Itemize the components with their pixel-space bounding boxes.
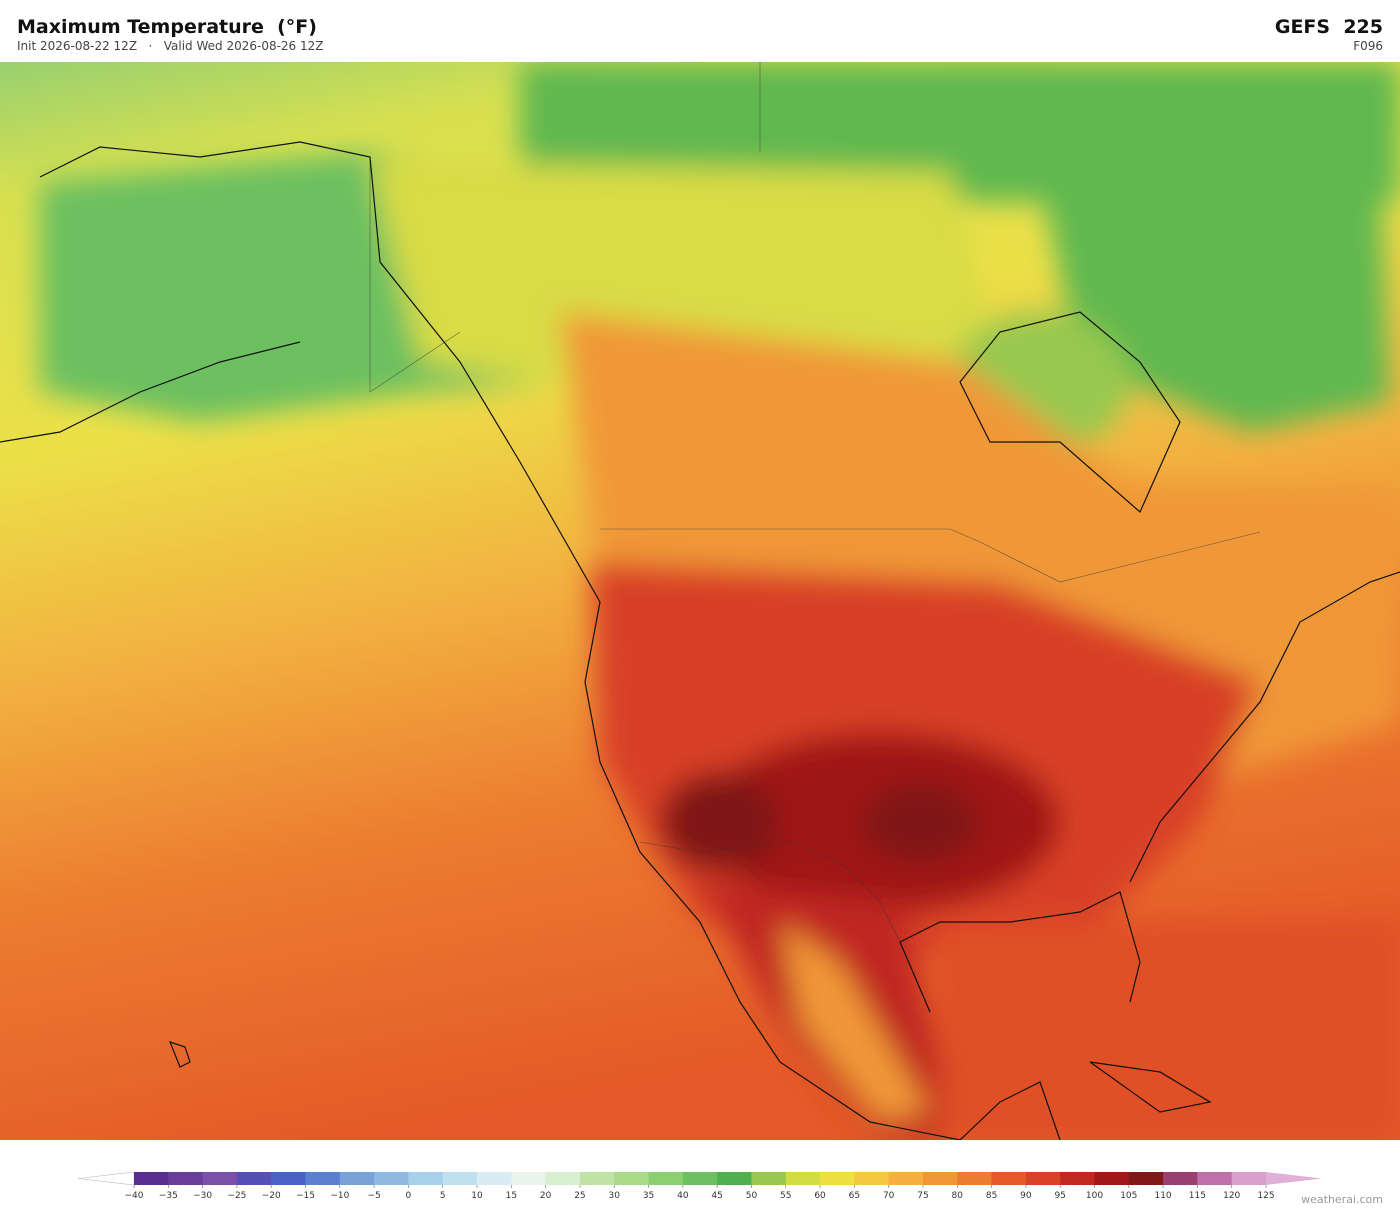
colorbar-swatch bbox=[579, 1172, 615, 1185]
colorbar-swatch bbox=[1197, 1172, 1233, 1185]
forecast-hour: F096 bbox=[1353, 39, 1383, 53]
colorbar-swatch bbox=[1163, 1172, 1198, 1185]
temperature-field bbox=[40, 62, 1400, 1140]
colorbar-swatch bbox=[614, 1172, 650, 1185]
colorbar-tick-label: 30 bbox=[609, 1191, 621, 1200]
colorbar-tick-label: 65 bbox=[849, 1191, 860, 1200]
colorbar-tick-label: −15 bbox=[296, 1191, 315, 1200]
colorbar-tick-label: −25 bbox=[227, 1191, 246, 1200]
colorbar-tick-label: 75 bbox=[917, 1191, 928, 1200]
colorbar-swatch bbox=[957, 1172, 993, 1185]
colorbar-tick-label: 40 bbox=[677, 1191, 689, 1200]
colorbar-tick-label: 125 bbox=[1257, 1191, 1274, 1200]
colorbar-swatch bbox=[1231, 1172, 1267, 1185]
colorbar-swatch bbox=[682, 1172, 718, 1185]
coastlines bbox=[0, 141, 1400, 1140]
colorbar: −40 −35 −30 −25 −20 −15 −10 −5 0 5 10 15 20 25 30 35 40 4… bbox=[77, 1171, 1322, 1200]
colorbar-swatch bbox=[374, 1172, 409, 1185]
colorbar-swatch bbox=[888, 1172, 924, 1185]
colorbar-swatch bbox=[854, 1172, 890, 1185]
colorbar-tick-label: 55 bbox=[780, 1191, 791, 1200]
colorbar-tick-label: 5 bbox=[440, 1191, 446, 1200]
colorbar-swatch bbox=[922, 1172, 958, 1185]
colorbar-tick-label: 0 bbox=[406, 1191, 412, 1200]
credit: weatherai.com bbox=[1301, 1193, 1383, 1206]
colorbar-tick-label: 80 bbox=[952, 1191, 964, 1200]
colorbar-tick-label: 25 bbox=[574, 1191, 585, 1200]
subtitle: Init 2026-08-22 12Z · Valid Wed 2026-08-… bbox=[17, 39, 324, 53]
colorbar-swatch bbox=[236, 1172, 272, 1185]
colorbar-swatch bbox=[168, 1172, 204, 1185]
colorbar-tick-label: 70 bbox=[883, 1191, 895, 1200]
colorbar-swatch bbox=[991, 1172, 1027, 1185]
colorbar-swatch bbox=[305, 1172, 341, 1185]
colorbar-tick-label: 120 bbox=[1223, 1191, 1240, 1200]
colorbar-swatch bbox=[751, 1172, 787, 1185]
colorbar-tick-label: 90 bbox=[1020, 1191, 1032, 1200]
colorbar-under bbox=[77, 1171, 135, 1186]
title: Maximum Temperature (°F) bbox=[17, 16, 317, 38]
colorbar-swatch bbox=[1025, 1172, 1061, 1185]
colorbar-tick-label: 35 bbox=[643, 1191, 654, 1200]
colorbar-tick-label: 10 bbox=[471, 1191, 483, 1200]
colorbar-tick-label: −5 bbox=[367, 1191, 380, 1200]
colorbar-tick-label: 15 bbox=[506, 1191, 517, 1200]
colorbar-swatch bbox=[442, 1172, 478, 1185]
colorbar-tick-label: −35 bbox=[159, 1191, 178, 1200]
colorbar-tick-label: 45 bbox=[711, 1191, 722, 1200]
colorbar-tick-label: 50 bbox=[746, 1191, 758, 1200]
colorbar-tick-label: 85 bbox=[986, 1191, 997, 1200]
colorbar-tick-label: −40 bbox=[125, 1191, 144, 1200]
colorbar-tick-label: −30 bbox=[193, 1191, 212, 1200]
colorbar-swatch bbox=[1094, 1172, 1130, 1185]
colorbar-swatch bbox=[271, 1172, 307, 1185]
colorbar-swatch bbox=[477, 1172, 512, 1185]
colorbar-swatch bbox=[648, 1172, 684, 1185]
colorbar-tick-label: 100 bbox=[1086, 1191, 1103, 1200]
colorbar-swatch bbox=[820, 1172, 855, 1185]
model: GEFS 225 bbox=[1274, 16, 1383, 38]
colorbar-swatch bbox=[717, 1172, 752, 1185]
colorbar-swatch bbox=[511, 1172, 547, 1185]
colorbar-swatch bbox=[134, 1172, 169, 1185]
colorbar-tick-label: 60 bbox=[814, 1191, 826, 1200]
colorbar-swatch bbox=[1060, 1172, 1095, 1185]
colorbar-swatch bbox=[545, 1172, 581, 1185]
colorbar-tick-label: 110 bbox=[1154, 1191, 1171, 1200]
colorbar-tick-label: −20 bbox=[262, 1191, 281, 1200]
colorbar-swatch bbox=[1128, 1172, 1164, 1185]
colorbar-swatch bbox=[408, 1172, 444, 1185]
colorbar-swatch bbox=[202, 1172, 238, 1185]
colorbar-over bbox=[1266, 1172, 1322, 1185]
colorbar-tick-label: 20 bbox=[540, 1191, 552, 1200]
map bbox=[0, 62, 1400, 1140]
colorbar-tick-label: −10 bbox=[330, 1191, 349, 1200]
colorbar-swatch bbox=[339, 1172, 375, 1185]
colorbar-tick-label: 95 bbox=[1054, 1191, 1065, 1200]
colorbar-tick-label: 115 bbox=[1189, 1191, 1206, 1200]
colorbar-swatch bbox=[785, 1172, 821, 1185]
borders bbox=[369, 62, 1261, 943]
colorbar-tick-label: 105 bbox=[1120, 1191, 1137, 1200]
